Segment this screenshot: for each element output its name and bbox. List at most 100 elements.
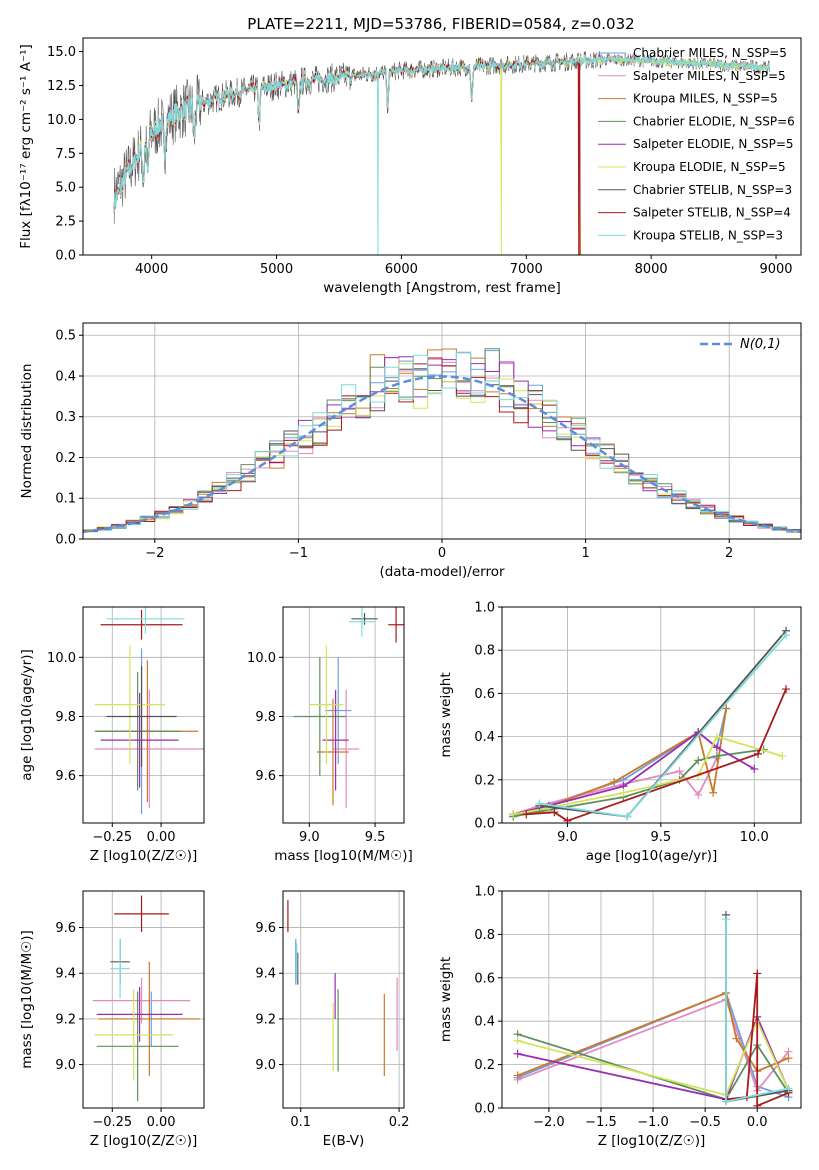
axes-border xyxy=(82,37,802,256)
axes-border xyxy=(501,890,802,1109)
panel-mass_vs_Z: −0.25 0.00 9.0 9.2 9.4 9.6 Z [log10(Z/Z☉)] mass… xyxy=(19,890,205,1149)
x-tick-label: 1 xyxy=(581,546,589,561)
weight-marker xyxy=(675,767,684,776)
axes-frame: −0.25 0.00 9.6 9.8 10.0 Z [log10(Z/Z☉)] age [l… xyxy=(19,606,205,864)
x-tick-label: 9.0 xyxy=(299,830,320,845)
y-tick-label: 10.0 xyxy=(247,651,276,666)
weight-marker xyxy=(753,969,762,978)
plot-area xyxy=(92,895,201,1102)
hist-step-kroupa-stelib xyxy=(83,351,801,535)
x-tick-label: 0.1 xyxy=(290,1115,311,1130)
x-tick-label: −2.0 xyxy=(533,1115,565,1130)
x-axis-label: wavelength [Angstrom, rest frame] xyxy=(323,280,561,296)
legend-label: Kroupa ELODIE, N_SSP=5 xyxy=(633,160,786,174)
y-axis-label: age [log10(age/yr)] xyxy=(19,649,35,781)
x-axis-label: Z [log10(Z/Z☉)] xyxy=(598,1133,706,1149)
axes-frame: −2 −1 0 1 2 0.0 0.1 0.2 0.3 0.4 0.5 (data-model)/er… xyxy=(19,322,802,580)
x-axis-label: (data-model)/error xyxy=(379,564,505,580)
axes-frame: 9.0 9.5 9.6 9.8 10.0 mass [log10(M/M☉)] xyxy=(247,606,413,864)
errorbar-point-kroupa-miles xyxy=(98,961,201,1077)
x-tick-label: 0.00 xyxy=(147,830,176,845)
plot-area xyxy=(83,348,801,535)
x-tick-label: −0.25 xyxy=(92,1115,132,1130)
y-tick-label: 0.4 xyxy=(474,1015,495,1030)
y-tick-label: 0.0 xyxy=(474,1102,495,1117)
x-tick-label: −0.5 xyxy=(689,1115,721,1130)
weight-line-kroupa-stelib xyxy=(539,634,787,818)
plot-area xyxy=(94,607,204,815)
y-tick-label: 10.0 xyxy=(47,651,76,666)
plot-area xyxy=(293,607,404,809)
y-tick-label: 0.4 xyxy=(474,730,495,745)
x-tick-label: 9.5 xyxy=(651,830,672,845)
y-axis-label: Flux [fλ10⁻¹⁷ erg cm⁻² s⁻¹ A⁻¹] xyxy=(18,44,34,249)
errorbar-point-salpeter-stelib xyxy=(114,895,169,933)
y-tick-label: 9.0 xyxy=(55,1058,76,1073)
errorbar-point-kroupa-elodie xyxy=(94,645,165,764)
weight-line-salpeter-stelib xyxy=(725,973,789,1108)
errorbar-point-chabrier-elodie xyxy=(96,991,179,1102)
y-tick-label: 0.2 xyxy=(474,773,495,788)
errorbar-point-salpeter-elodie xyxy=(100,692,179,788)
y-tick-label: 9.8 xyxy=(255,710,276,725)
panel-residual_hist: −2 −1 0 1 2 0.0 0.1 0.2 0.3 0.4 0.5 (data-model)/er… xyxy=(19,322,802,580)
y-tick-label: 0.1 xyxy=(55,492,76,507)
y-tick-label: 0.3 xyxy=(55,410,76,425)
y-tick-label: 9.6 xyxy=(55,769,76,784)
y-tick-label: 7.5 xyxy=(55,147,76,162)
weight-marker xyxy=(563,816,572,823)
weight-marker xyxy=(784,1054,793,1063)
x-tick-label: 0.2 xyxy=(389,1115,410,1130)
y-tick-label: 0.0 xyxy=(55,249,76,264)
axes-border xyxy=(501,606,802,824)
weight-line-salpeter-miles xyxy=(517,998,790,1093)
weight-line-kroupa-elodie xyxy=(513,735,783,816)
legend-label: Salpeter ELODIE, N_SSP=5 xyxy=(633,137,794,151)
axes-border xyxy=(82,606,205,824)
y-tick-label: 9.6 xyxy=(255,921,276,936)
x-tick-label: 8000 xyxy=(635,262,668,277)
errorbar-point-salpeter-stelib xyxy=(100,609,183,640)
legend-label: Kroupa MILES, N_SSP=5 xyxy=(633,92,778,106)
y-tick-label: 2.5 xyxy=(55,215,76,230)
x-axis-label: E(B-V) xyxy=(323,1133,365,1149)
x-tick-label: 9.5 xyxy=(365,830,386,845)
weight-line-chabrier-miles xyxy=(512,708,728,818)
y-tick-label: 9.0 xyxy=(255,1058,276,1073)
x-tick-label: 0 xyxy=(438,546,446,561)
weight-marker xyxy=(712,743,721,752)
y-tick-label: 0.0 xyxy=(474,817,495,832)
errorbar-point-salpeter-stelib xyxy=(388,607,404,643)
axes-frame: −0.25 0.00 9.0 9.2 9.4 9.6 Z [log10(Z/Z☉)] mass… xyxy=(19,890,205,1149)
y-tick-label: 0.6 xyxy=(474,687,495,702)
legend-label: Chabrier ELODIE, N_SSP=6 xyxy=(633,114,795,128)
panel-age_vs_mass: 9.0 9.5 9.6 9.8 10.0 mass [log10(M/M☉)] xyxy=(247,606,413,864)
y-tick-label: 9.8 xyxy=(55,710,76,725)
y-tick-label: 0.6 xyxy=(474,971,495,986)
errorbar-point-kroupa-elodie xyxy=(309,645,344,764)
errorbar-point-salpeter-miles xyxy=(94,689,204,809)
weight-line-chabrier-elodie xyxy=(517,1033,790,1101)
errorbar-point-salpeter-miles xyxy=(332,689,360,809)
y-tick-label: 12.5 xyxy=(47,79,76,94)
y-tick-label: 9.2 xyxy=(255,1012,276,1027)
legend-label: Chabrier MILES, N_SSP=5 xyxy=(633,46,787,60)
y-tick-label: 9.2 xyxy=(55,1012,76,1027)
y-tick-label: 9.4 xyxy=(255,967,276,982)
weight-marker xyxy=(522,810,531,819)
x-axis-label: mass [log10(M/M☉)] xyxy=(274,848,413,864)
errorbar-point-kroupa-stelib xyxy=(348,607,376,637)
x-axis-label: Z [log10(Z/Z☉)] xyxy=(90,1133,198,1149)
y-tick-label: 0.2 xyxy=(55,451,76,466)
legend-label: Salpeter MILES, N_SSP=5 xyxy=(633,69,786,83)
legend-label: Chabrier STELIB, N_SSP=3 xyxy=(633,183,792,197)
weight-marker xyxy=(709,788,718,797)
errorbar-point-chabrier-elodie xyxy=(94,672,181,791)
errorbar-point-kroupa-stelib xyxy=(106,607,185,634)
errorbar-point-chabrier-stelib xyxy=(106,666,177,767)
y-tick-label: 1.0 xyxy=(474,885,495,900)
weight-marker xyxy=(619,788,628,797)
weight-marker xyxy=(722,704,731,713)
x-axis-label: Z [log10(Z/Z☉)] xyxy=(90,848,198,864)
legend-label: Kroupa STELIB, N_SSP=3 xyxy=(633,228,783,242)
